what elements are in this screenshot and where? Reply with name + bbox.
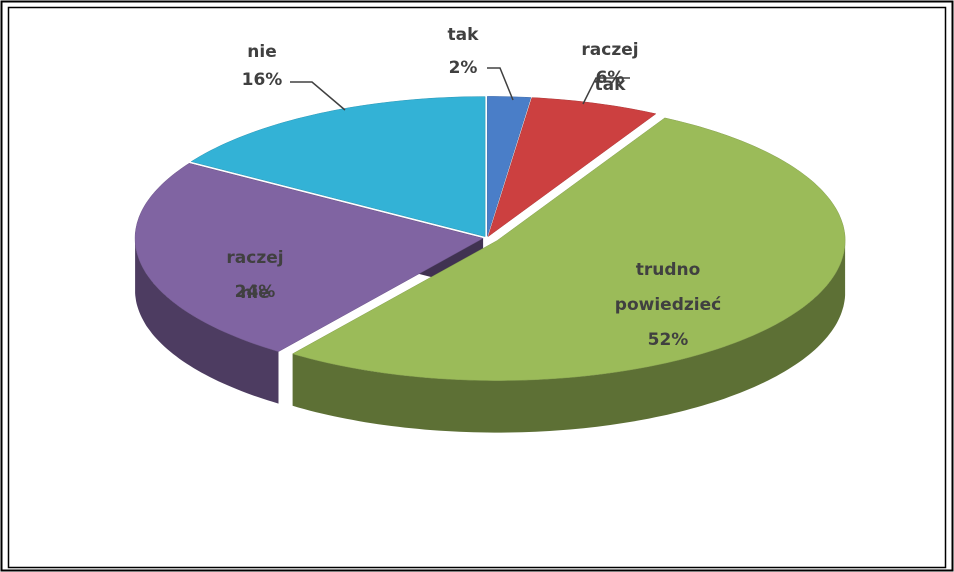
slice [291, 117, 846, 381]
value-label: 16% [242, 70, 283, 90]
leader-lines [290, 67, 630, 111]
leader-line [582, 77, 630, 105]
category-label: raczej nie [226, 248, 283, 303]
value-label: 24% [235, 282, 276, 302]
category-label: raczej tak [581, 40, 638, 95]
category-label: nie [247, 42, 276, 62]
slice [487, 97, 657, 238]
leader-line [290, 81, 346, 111]
value-label: 52% [648, 330, 689, 350]
category-label: trudno powiedzieć [615, 260, 721, 315]
slice [190, 96, 486, 237]
slice-side [135, 238, 279, 404]
inner-frame [7, 6, 947, 569]
slice [487, 96, 532, 237]
slice-side [292, 240, 846, 433]
value-label: 2% [449, 58, 478, 78]
slice [134, 163, 484, 352]
category-label: tak [448, 25, 480, 45]
leader-line [487, 67, 514, 101]
